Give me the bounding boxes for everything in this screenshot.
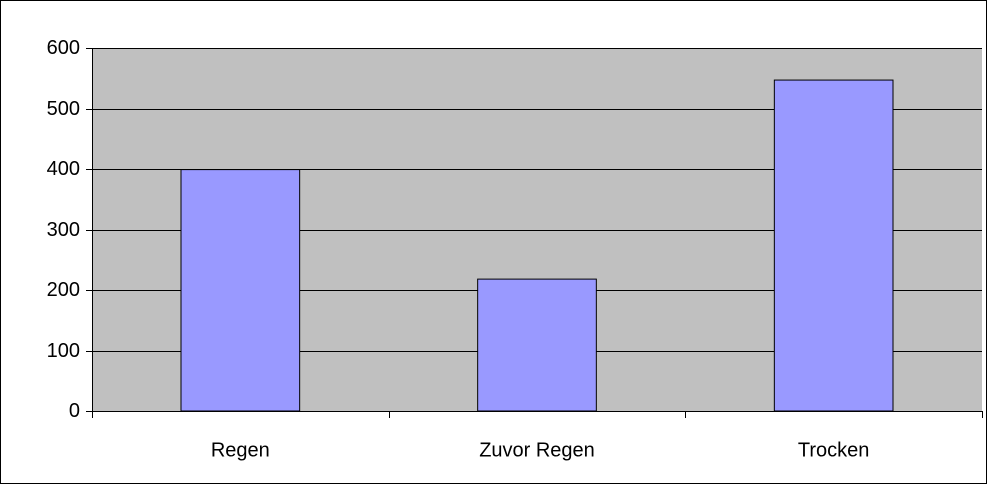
y-tick-label: 100: [47, 340, 80, 362]
y-tick-label: 0: [69, 400, 80, 422]
x-tick-label: Trocken: [798, 439, 870, 461]
x-tick-label: Zuvor Regen: [479, 439, 595, 461]
bar: [477, 278, 597, 412]
y-tick-label: 300: [47, 219, 80, 241]
y-tick-label: 200: [47, 279, 80, 301]
bar: [773, 79, 894, 412]
y-tick-label: 500: [47, 98, 80, 120]
y-tick-label: 400: [47, 158, 80, 180]
bar: [180, 169, 301, 412]
y-tick-label: 600: [47, 37, 80, 59]
x-tick-label: Regen: [211, 439, 270, 461]
